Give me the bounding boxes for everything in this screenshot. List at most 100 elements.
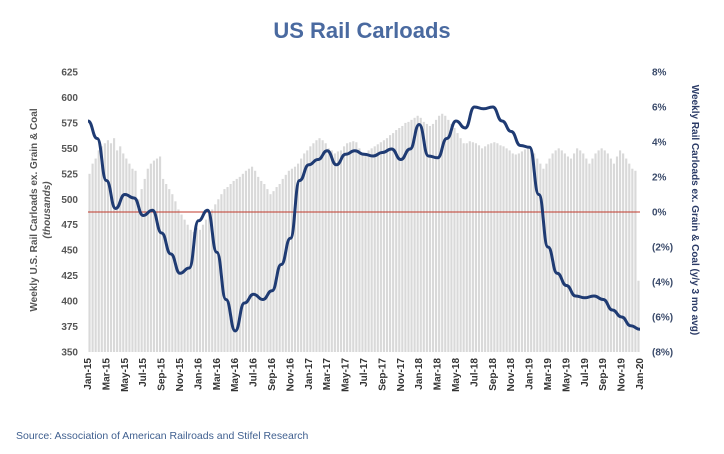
- y-tick-left: 600: [61, 93, 78, 104]
- bar: [370, 148, 373, 352]
- right-axis-label: Weekly Rail Carloads ex. Grain & Coal (y…: [689, 85, 700, 335]
- bar: [214, 204, 217, 352]
- left-axis-ticks: 625 600 575 550 525 500 475 450 425 400 375 350: [61, 68, 78, 359]
- bar: [272, 191, 275, 352]
- bar: [290, 168, 294, 352]
- bar: [637, 280, 640, 352]
- x-tick: Sep-17: [377, 358, 388, 391]
- bar: [103, 143, 106, 352]
- bar: [223, 189, 226, 352]
- bar: [263, 184, 266, 352]
- bar: [597, 150, 600, 352]
- bar: [204, 219, 208, 352]
- bar: [140, 189, 143, 352]
- y-tick-left: 525: [61, 169, 78, 180]
- bar: [542, 168, 545, 352]
- bar: [327, 148, 330, 352]
- bar: [572, 153, 576, 352]
- bar: [352, 141, 355, 352]
- bar: [554, 150, 557, 352]
- bar: [606, 153, 609, 352]
- y-tick-left: 425: [61, 271, 78, 282]
- bar: [266, 189, 269, 352]
- bar: [615, 156, 619, 352]
- bar: [385, 138, 389, 352]
- bar: [392, 133, 395, 352]
- bar: [588, 163, 591, 352]
- y-tick-left: 625: [61, 68, 78, 79]
- bar: [192, 231, 195, 352]
- bar: [591, 158, 594, 352]
- bar: [250, 166, 254, 352]
- bar: [428, 125, 432, 353]
- bar: [477, 145, 481, 352]
- bar: [346, 143, 349, 352]
- bar: [137, 199, 140, 352]
- bar: [330, 150, 333, 352]
- bar: [576, 148, 579, 352]
- y-tick-left: 350: [61, 348, 78, 359]
- y-tick-left: 475: [61, 220, 78, 231]
- right-axis-ticks: 8% 6% 4% 2% 0% (2%) (4%) (6%) (8%): [652, 68, 673, 359]
- bar: [404, 122, 407, 352]
- y-tick-left: 550: [61, 144, 78, 155]
- bar: [484, 146, 487, 352]
- bar: [198, 229, 202, 352]
- bar: [254, 170, 257, 352]
- y-tick-left: 400: [61, 297, 78, 308]
- bar: [321, 140, 324, 352]
- bar: [493, 142, 496, 352]
- bar: [530, 150, 533, 352]
- bar: [116, 150, 119, 352]
- source-note: Source: Association of American Railroad…: [16, 430, 309, 442]
- bar: [355, 142, 358, 352]
- bar: [612, 163, 616, 352]
- bar: [560, 150, 563, 352]
- bar: [342, 146, 346, 352]
- bar: [545, 163, 548, 352]
- bar: [434, 119, 438, 352]
- bar: [211, 209, 214, 352]
- bar: [336, 151, 340, 352]
- bar: [94, 158, 97, 352]
- bar: [459, 138, 462, 352]
- bar: [186, 224, 189, 352]
- bar: [109, 143, 113, 352]
- bar: [618, 150, 622, 352]
- bar: [582, 153, 585, 352]
- x-tick: Sep-16: [267, 358, 278, 391]
- x-tick: Mar-19: [543, 358, 554, 391]
- bar: [339, 150, 343, 352]
- bar: [419, 117, 422, 352]
- bar: [594, 153, 597, 352]
- x-tick: Nov-15: [175, 358, 186, 392]
- bar: [465, 143, 468, 352]
- bar: [88, 173, 91, 352]
- bar: [284, 174, 287, 352]
- y-tick-right: 4%: [652, 138, 667, 149]
- bar: [474, 143, 478, 352]
- bar: [376, 144, 379, 352]
- bar: [416, 115, 419, 352]
- x-tick: Jan-20: [635, 358, 646, 390]
- bar: [293, 166, 297, 352]
- bar: [106, 140, 110, 352]
- bar: [471, 142, 474, 352]
- y-tick-right: (6%): [652, 313, 673, 324]
- bar: [183, 219, 186, 352]
- bar: [569, 158, 573, 352]
- bar: [523, 149, 527, 352]
- x-tick: May-18: [451, 358, 462, 392]
- bar: [180, 214, 183, 352]
- x-axis-ticks: Jan-15 Mar-15 May-15 Jul-15 Sep-15 Nov-15 Jan-…: [83, 358, 646, 392]
- bar-series: [88, 113, 640, 353]
- bar: [456, 133, 459, 352]
- bar: [438, 115, 441, 352]
- bar: [162, 178, 165, 352]
- x-tick: May-19: [561, 358, 572, 392]
- bar: [128, 163, 131, 352]
- x-tick: Mar-17: [322, 358, 333, 391]
- bar: [407, 121, 410, 352]
- bar: [134, 170, 137, 352]
- bar: [548, 158, 551, 352]
